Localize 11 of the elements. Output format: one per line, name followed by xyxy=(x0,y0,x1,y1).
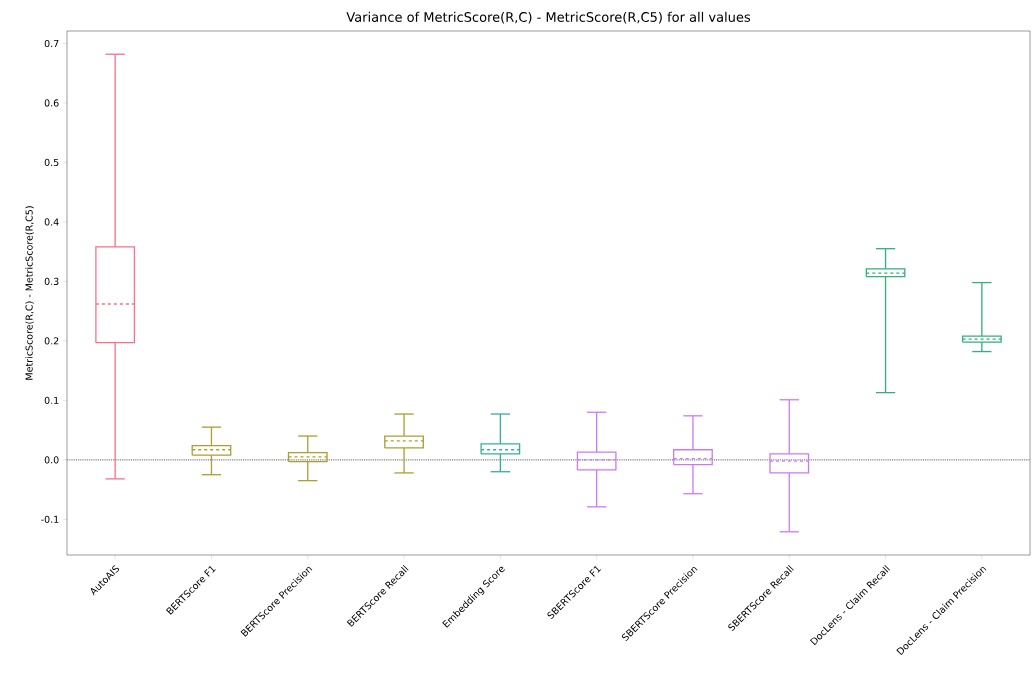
y-tick-label: 0.6 xyxy=(44,99,59,107)
y-tick-label: 0.7 xyxy=(44,39,59,48)
y-tick-label: 0.3 xyxy=(44,277,59,285)
y-tick-label: 0.0 xyxy=(44,456,59,464)
chart-title: Variance of MetricScore(R,C) - MetricScore(R,C5) for all values xyxy=(346,11,751,24)
y-tick-label: 0.1 xyxy=(44,396,59,404)
y-tick-label: 0.2 xyxy=(44,337,59,345)
y-tick-label: -0.1 xyxy=(41,515,59,523)
y-tick-label: 0.5 xyxy=(44,158,59,167)
y-axis-title: MetricScore(R,C) - MetricScore(R,C5) xyxy=(25,206,34,380)
y-tick-label: 0.4 xyxy=(44,218,59,226)
